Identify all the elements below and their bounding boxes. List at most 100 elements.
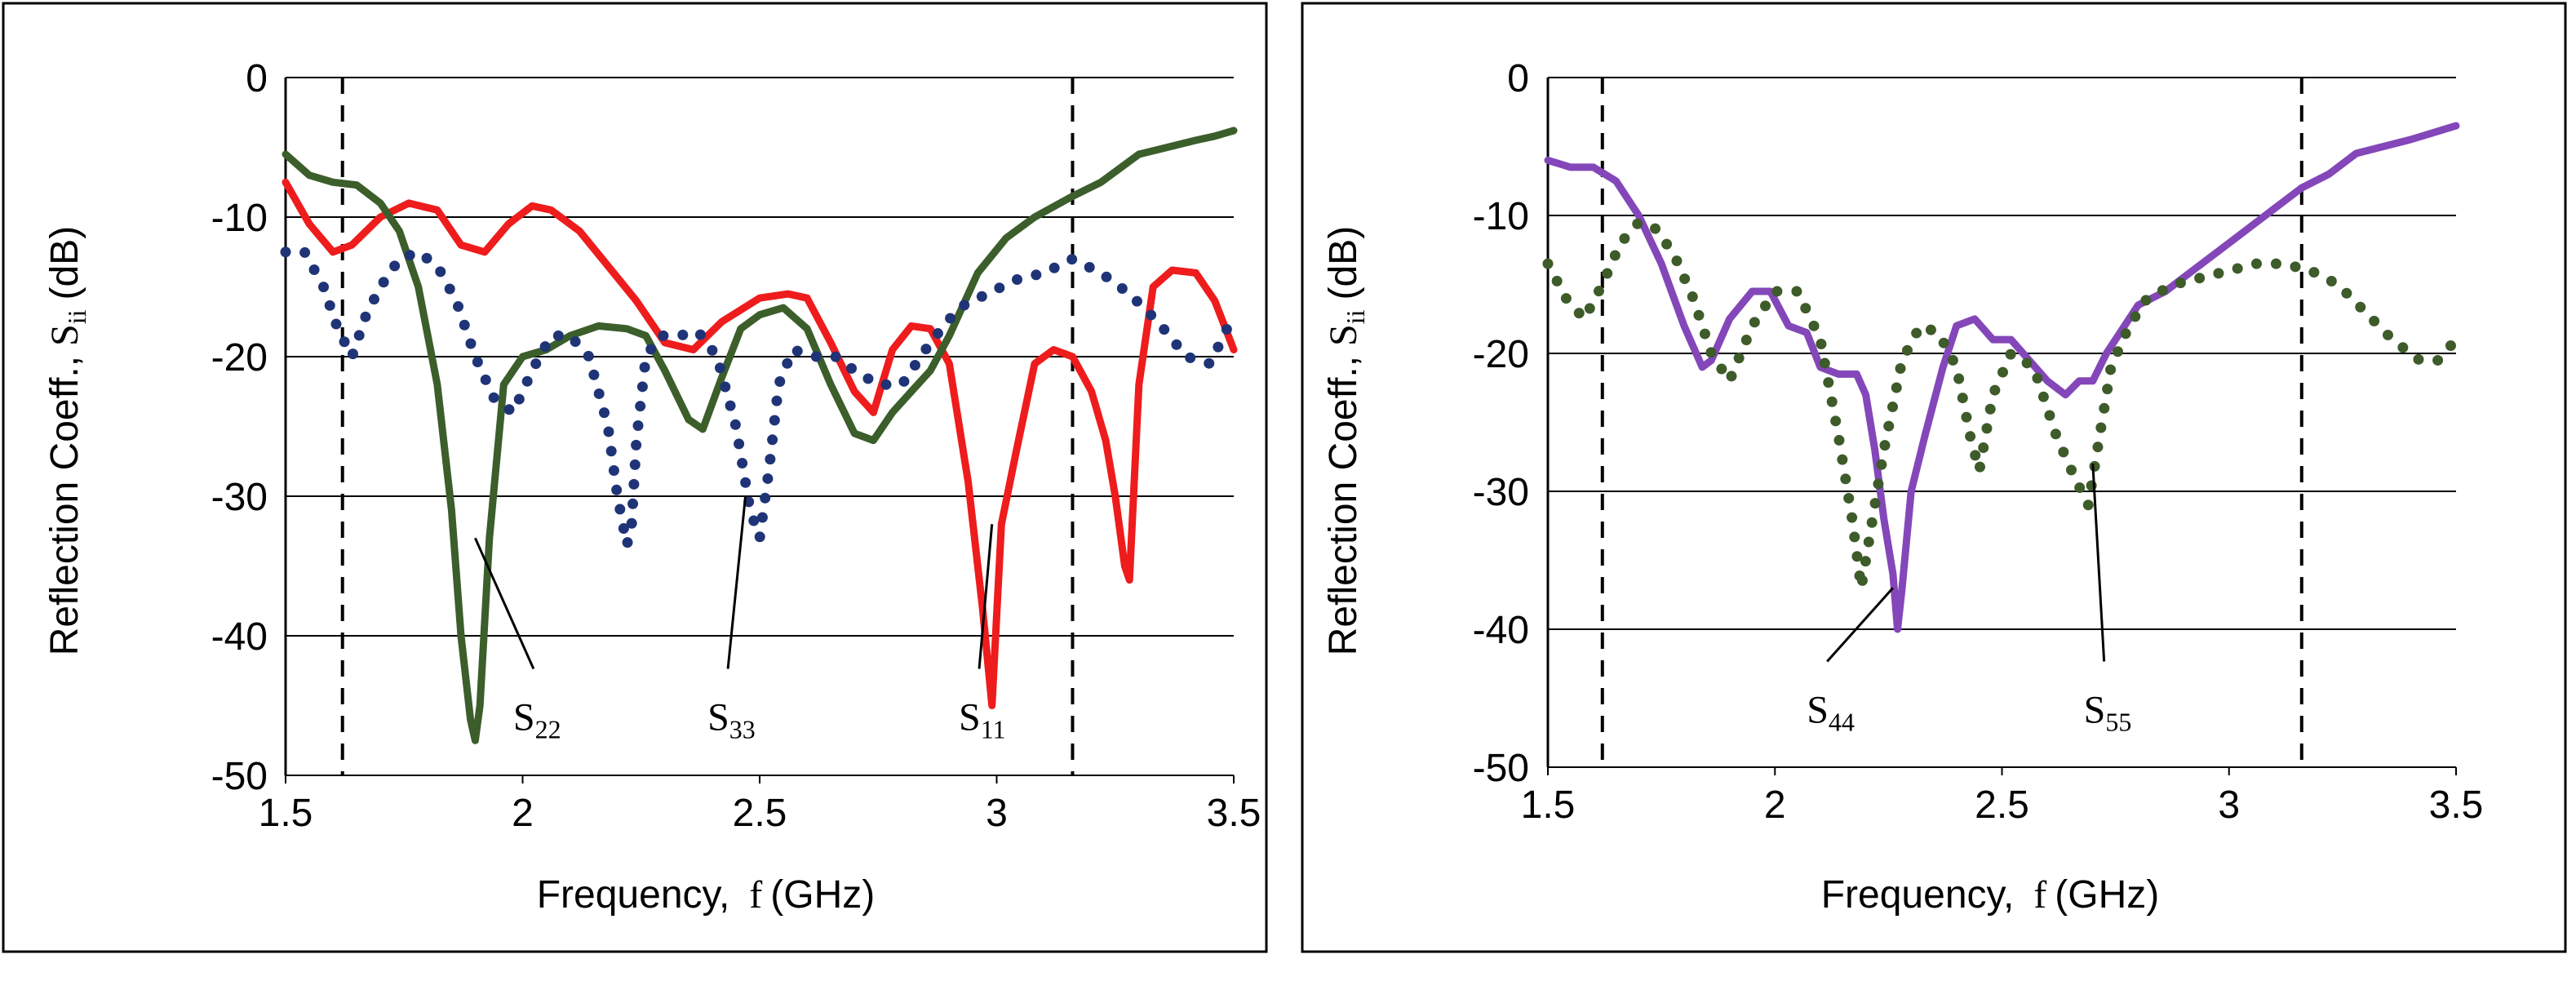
right-y-tick-label: -40: [1473, 609, 1529, 652]
right-series-s55-dot: [1989, 384, 2001, 396]
right-x-tick-label: 1.5: [1521, 784, 1576, 827]
left-series-s33-dot: [1159, 324, 1170, 335]
left-series-s33-dot: [389, 260, 401, 272]
right-series-s55-dot: [1760, 300, 1771, 312]
left-series-s33-dot: [628, 478, 640, 490]
right-series-s55-dot: [2157, 285, 2168, 296]
left-series-s33-dot: [444, 283, 455, 295]
right-series-s55-dot: [2232, 263, 2243, 274]
left-series-s33-dot: [760, 492, 771, 504]
left-series-s33-dot: [611, 484, 623, 495]
right-series-s55-dot: [1974, 461, 1985, 473]
right-series-s55-dot: [1609, 250, 1621, 261]
right-x-tick-label: 2.5: [1975, 784, 2029, 827]
left-series-s33-dot: [1066, 254, 1078, 265]
left-series-s33-dot: [472, 356, 483, 367]
left-series-s33-dot: [1185, 352, 1196, 363]
left-panel: Frequency, f (GHz) Reflection Coeff.,Sii(d…: [2, 2, 1268, 953]
right-label-s55: S55: [2084, 689, 2132, 737]
right-series-s55-dot: [2445, 340, 2456, 352]
right-series-s55-dot: [1679, 273, 1691, 285]
left-series-s33-dot: [1131, 295, 1142, 307]
left-label-pointer-s11: [978, 524, 994, 669]
right-series-s55-dot: [2341, 287, 2352, 299]
right-series-s55-dot: [1869, 498, 1881, 509]
right-series-s55-dot: [1978, 442, 1989, 454]
left-series-s33-dot: [513, 393, 525, 405]
left-series-s33-dot: [588, 369, 600, 380]
left-series-s33-dot: [694, 329, 706, 340]
left-y-axis-label: Reflection Coeff.,Sii(dB): [43, 226, 91, 655]
right-series-s55-dot: [1970, 450, 1981, 461]
left-series-s33-dot: [1146, 309, 1157, 321]
right-x-tick-label: 2: [1764, 784, 1786, 827]
left-x-tick-label: 3: [986, 792, 1008, 835]
right-y-tick-label: -10: [1473, 195, 1529, 238]
right-series-s55-dot: [2099, 402, 2110, 414]
right-series-s55-dot: [1965, 431, 1976, 442]
left-series-s33-dot: [629, 459, 641, 470]
left-series-s33-dot: [636, 381, 648, 393]
right-series-s55-dot: [2369, 315, 2380, 326]
left-plot-area: 0 -10 -20 -30 -40 -501.5 2 2.5 3 3.5 S11 S22 S33: [211, 57, 1261, 835]
right-series-s55-dot: [1984, 403, 1996, 415]
right-series-s55-dot: [1584, 303, 1595, 314]
right-series-s55-dot: [2102, 384, 2113, 395]
right-y-tick-label: -50: [1473, 747, 1529, 790]
left-series-s33-dot: [846, 362, 858, 374]
left-series-s33-dot: [627, 498, 639, 509]
left-label-pointer-s33: [726, 495, 747, 669]
right-series-s55-dot: [2175, 277, 2186, 289]
right-series-s55-dot: [2120, 328, 2131, 340]
right-series-s55-dot: [1740, 335, 1752, 346]
right-series-s55-dot: [2032, 372, 2043, 384]
left-series-s33-dot: [618, 522, 629, 534]
left-series-s33-dot: [945, 313, 956, 324]
right-series-s55-dot: [2037, 391, 2049, 402]
left-series-s33-dot: [932, 328, 943, 340]
left-series-s33-dot: [631, 439, 642, 451]
right-series-s55-dot: [2194, 273, 2206, 284]
right-series-s55-dot: [1693, 309, 1705, 321]
left-series-s33-dot: [280, 246, 291, 258]
left-series-s33: [280, 246, 1232, 548]
left-series-s33-dot: [740, 477, 752, 488]
right-series-s55-dot: [2308, 267, 2320, 278]
left-series-s33-dot: [632, 420, 644, 432]
right-series-s55-dot: [2382, 329, 2393, 340]
left-y-tick-label: -40: [211, 615, 268, 659]
right-series-s55-dot: [1947, 354, 1958, 366]
right-series-s55-dot: [1901, 344, 1913, 356]
right-series-s55-dot: [1816, 338, 1827, 349]
left-series-s33-dot: [782, 357, 793, 369]
left-series-s33-dot: [754, 531, 765, 543]
right-y-axis-label: Reflection Coeff.,Sii(dB): [1322, 226, 1370, 655]
right-series-s55-dot: [1542, 258, 1554, 269]
right-series-s55-dot: [2413, 353, 2424, 365]
right-series-s55-dot: [1687, 291, 1698, 303]
right-series-s55-dot: [1791, 286, 1802, 297]
left-series-s33-dot: [635, 401, 646, 412]
right-series-s55-dot: [1883, 420, 1895, 432]
left-series-s33-dot: [756, 512, 768, 523]
left-series-s33-dot: [626, 517, 637, 529]
left-series-s33-dot: [920, 344, 932, 355]
right-series-s55-dot: [1925, 324, 1936, 335]
right-label-pointer-s44: [1826, 587, 1895, 663]
left-series-s33-dot: [539, 341, 551, 353]
right-series-s55-dot: [2082, 499, 2094, 511]
left-series-s33-dot: [1101, 271, 1112, 282]
right-series-s55-dot: [2065, 464, 2077, 476]
left-series-s33-dot: [994, 282, 1005, 294]
left-series-s33-dot: [318, 282, 330, 293]
left-series-s33-dot: [1221, 324, 1232, 335]
left-series-s33-dot: [737, 458, 748, 469]
right-series-s55-dot: [1911, 327, 1922, 339]
left-series-s33-dot: [769, 415, 780, 426]
right-series-s55-dot: [1849, 531, 1860, 543]
left-series-s33-dot: [421, 252, 432, 264]
left-series-s33-dot: [622, 537, 633, 548]
right-series-s55-dot: [1551, 275, 1563, 286]
left-series-s33-dot: [677, 329, 689, 340]
right-series-s55-dot: [2325, 275, 2337, 286]
